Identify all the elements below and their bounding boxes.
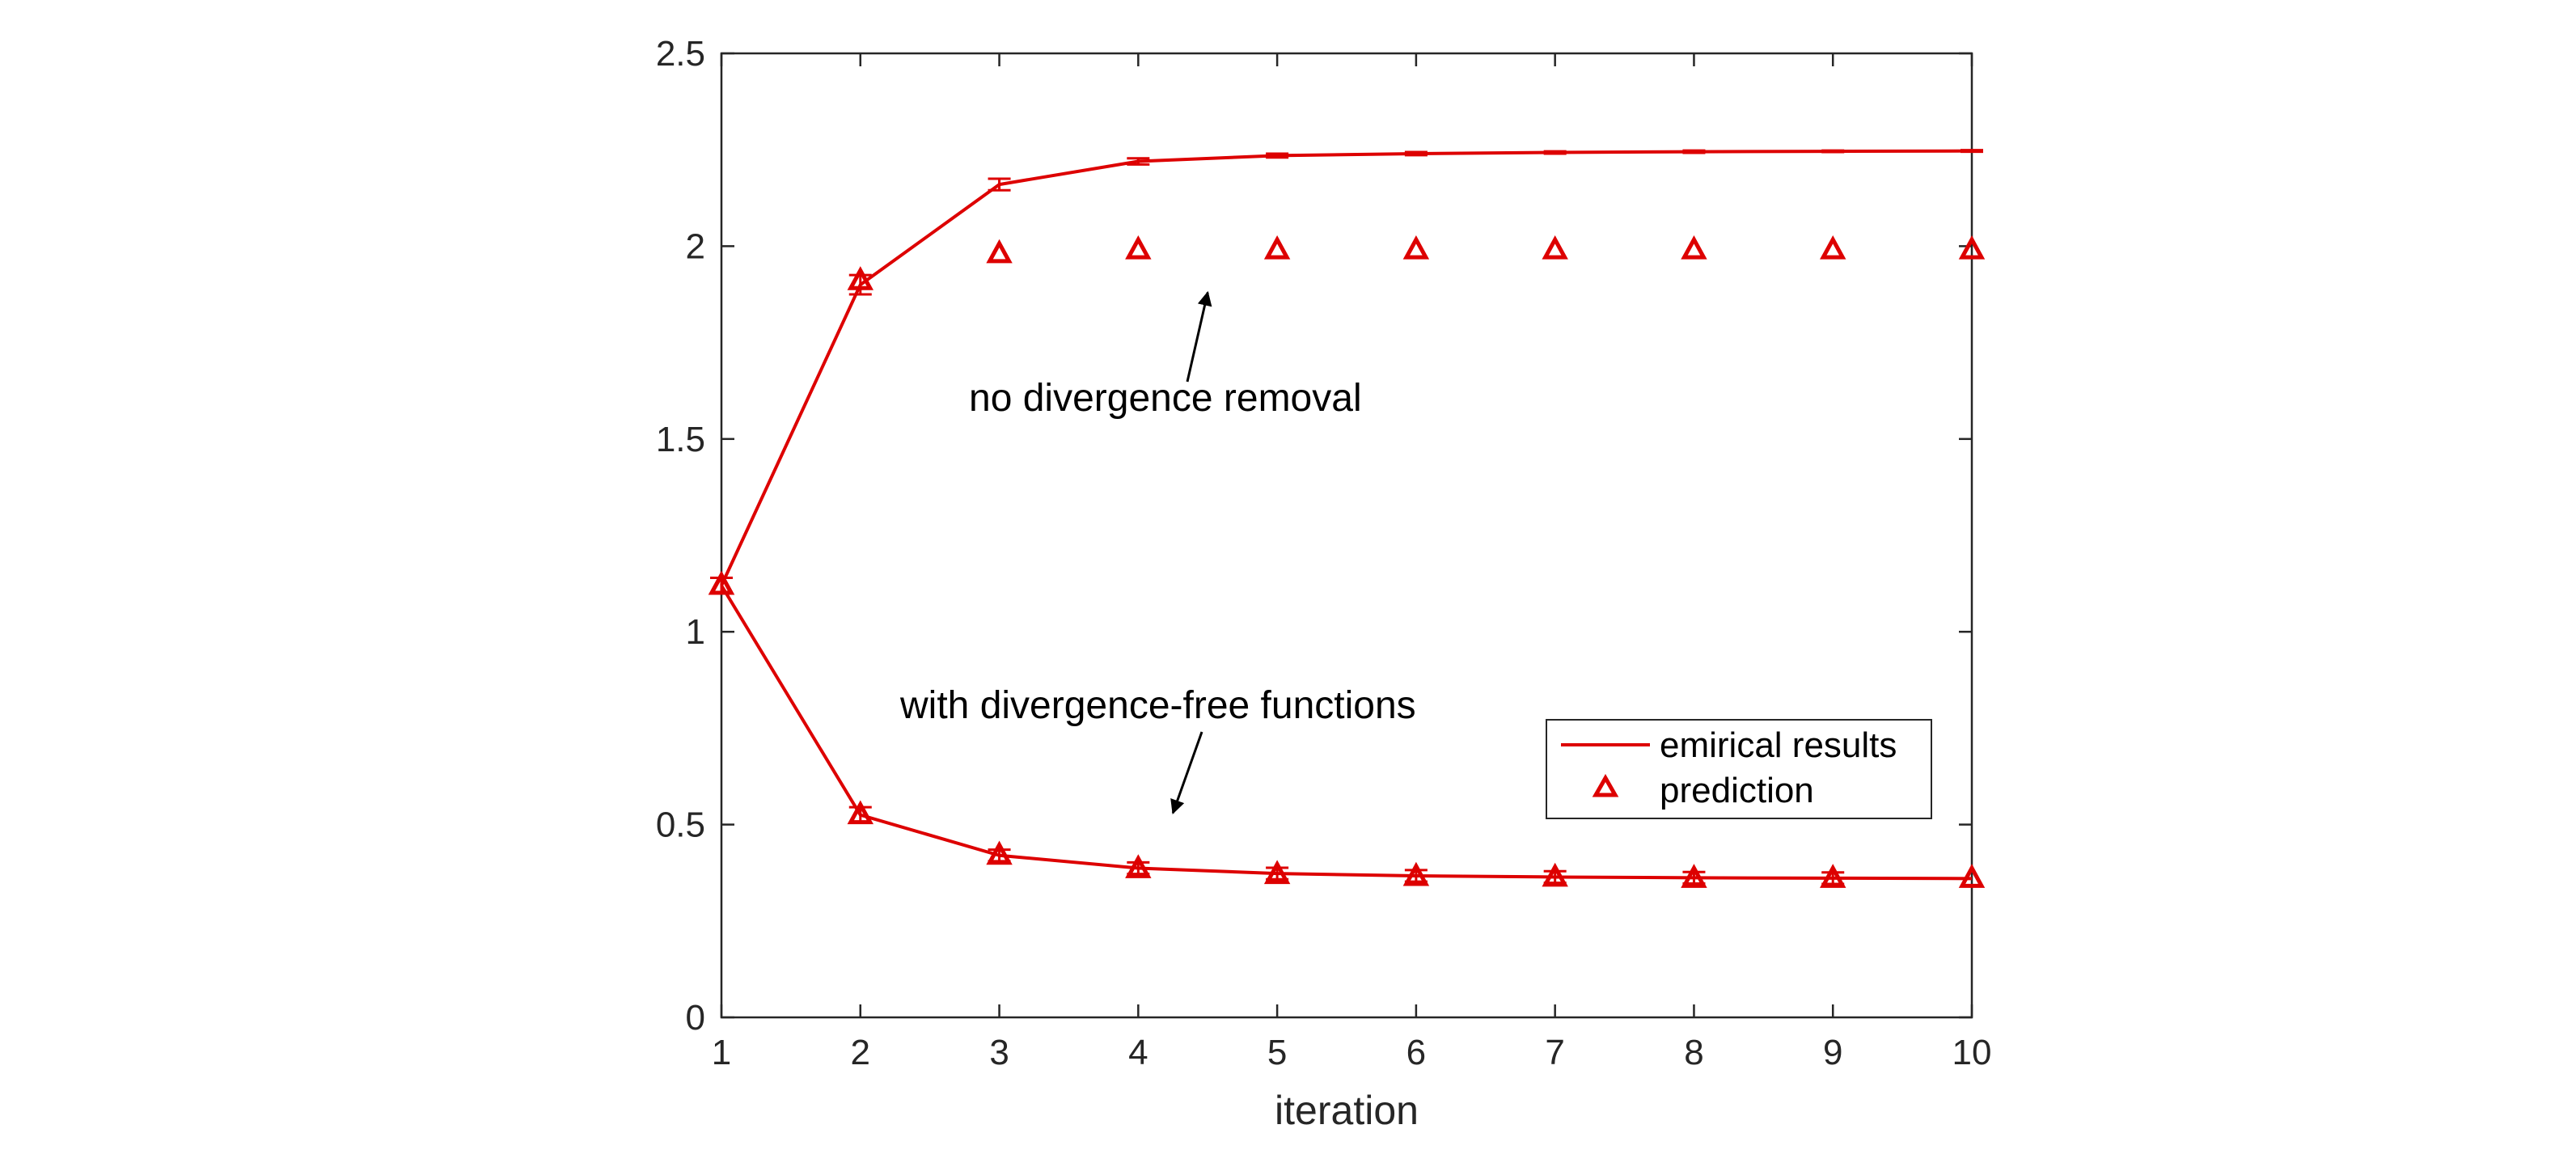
prediction-marker bbox=[986, 840, 1013, 865]
legend-label-prediction: prediction bbox=[1660, 771, 1814, 810]
prediction-marker bbox=[1402, 235, 1430, 260]
prediction-marker bbox=[708, 570, 735, 595]
prediction-marker bbox=[1542, 862, 1568, 887]
prediction-marker bbox=[1681, 864, 1707, 888]
prediction-marker bbox=[1125, 854, 1152, 878]
empirical-results-line-0 bbox=[720, 149, 1973, 586]
prediction-marker bbox=[1125, 235, 1152, 260]
prediction-marker bbox=[1820, 864, 1846, 888]
x-tick-label: 7 bbox=[1545, 1033, 1564, 1072]
x-tick-label: 9 bbox=[1823, 1033, 1842, 1072]
prediction-marker bbox=[847, 266, 873, 290]
annotation-divergence-free: with divergence-free functions bbox=[899, 684, 1416, 727]
x-tick-label: 3 bbox=[989, 1033, 1009, 1072]
legend: emirical results prediction bbox=[1546, 719, 1932, 819]
data-series bbox=[708, 149, 1986, 888]
annotation-arrow bbox=[1170, 731, 1203, 814]
prediction-marker bbox=[1263, 235, 1291, 260]
legend-triangle-swatch bbox=[1592, 773, 1619, 797]
prediction-marker bbox=[1958, 235, 1986, 260]
prediction-marker bbox=[986, 239, 1013, 264]
prediction-marker bbox=[1542, 235, 1568, 260]
x-tick-label: 8 bbox=[1684, 1033, 1703, 1072]
prediction-marker bbox=[1958, 864, 1986, 888]
axis-ticks: 1 2 3 4 5 6 7 8 9 10 0 0.5 1 1.5 2 2.5 bbox=[656, 34, 1992, 1072]
y-tick-label: 0 bbox=[686, 998, 705, 1038]
x-tick-label: 6 bbox=[1406, 1033, 1426, 1072]
x-axis-title: iteration bbox=[1275, 1088, 1419, 1133]
prediction-marker bbox=[1681, 235, 1707, 260]
y-tick-label: 2 bbox=[686, 226, 705, 266]
y-tick-label: 0.5 bbox=[656, 805, 705, 845]
plot-area-frame bbox=[720, 52, 1973, 1019]
prediction-marker bbox=[1820, 235, 1846, 260]
prediction-marker bbox=[1263, 860, 1291, 885]
annotation-no-divergence-removal: no divergence removal bbox=[969, 377, 1362, 420]
prediction-marker bbox=[1402, 861, 1430, 886]
annotations: no divergence removal with divergence-fre… bbox=[899, 290, 1416, 814]
annotation-arrow bbox=[1186, 290, 1212, 383]
x-tick-label: 2 bbox=[851, 1033, 870, 1072]
x-tick-label: 1 bbox=[712, 1033, 731, 1072]
x-tick-label: 4 bbox=[1128, 1033, 1148, 1072]
y-tick-label: 1 bbox=[686, 612, 705, 652]
x-tick-label: 10 bbox=[1952, 1033, 1992, 1072]
legend-label-empirical: emirical results bbox=[1660, 725, 1897, 765]
x-tick-label: 5 bbox=[1267, 1033, 1287, 1072]
y-tick-label: 1.5 bbox=[656, 420, 705, 459]
y-tick-label: 2.5 bbox=[656, 34, 705, 74]
empirical-results-line-1 bbox=[720, 584, 1973, 881]
legend-box bbox=[1546, 719, 1932, 819]
prediction-marker bbox=[847, 800, 873, 825]
